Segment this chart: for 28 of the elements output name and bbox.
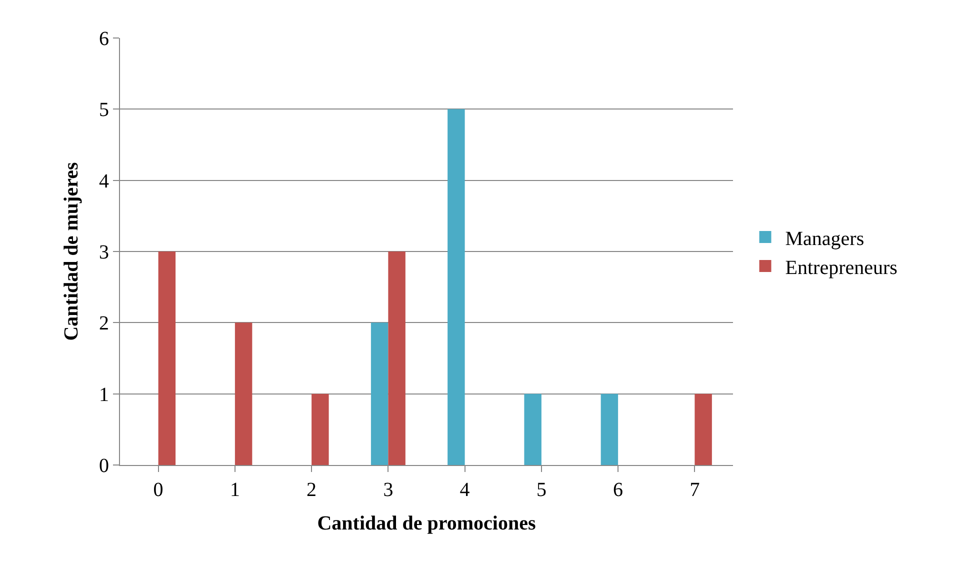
x-tick-label: 5 xyxy=(536,479,546,501)
y-tick-label: 3 xyxy=(99,242,109,264)
bar xyxy=(312,394,329,465)
x-axis-title: Cantidad de promociones xyxy=(317,512,536,534)
bar xyxy=(694,394,712,465)
x-tick-label: 0 xyxy=(153,479,164,501)
x-tick-label: 1 xyxy=(230,479,240,501)
bar xyxy=(448,109,465,465)
x-tick-label: 3 xyxy=(383,479,394,501)
legend-label: Entrepreneurs xyxy=(785,256,898,279)
x-tick-label: 7 xyxy=(690,479,700,501)
bar xyxy=(158,252,176,465)
legend-label: Managers xyxy=(785,228,864,250)
bar xyxy=(600,394,618,465)
bar xyxy=(234,322,252,465)
bar xyxy=(370,322,388,465)
y-axis-title: Cantidad de mujeres xyxy=(60,162,82,341)
y-tick-label: 1 xyxy=(99,384,109,406)
y-tick-label: 4 xyxy=(99,170,109,192)
y-tick-label: 2 xyxy=(99,312,109,335)
x-tick-label: 4 xyxy=(460,479,470,501)
bar xyxy=(388,252,406,465)
bar xyxy=(524,394,542,465)
y-tick-label: 6 xyxy=(99,28,109,50)
x-tick-label: 6 xyxy=(613,479,624,501)
y-tick-label: 5 xyxy=(99,99,109,122)
x-tick-label: 2 xyxy=(306,479,317,501)
y-tick-label: 0 xyxy=(99,455,109,477)
